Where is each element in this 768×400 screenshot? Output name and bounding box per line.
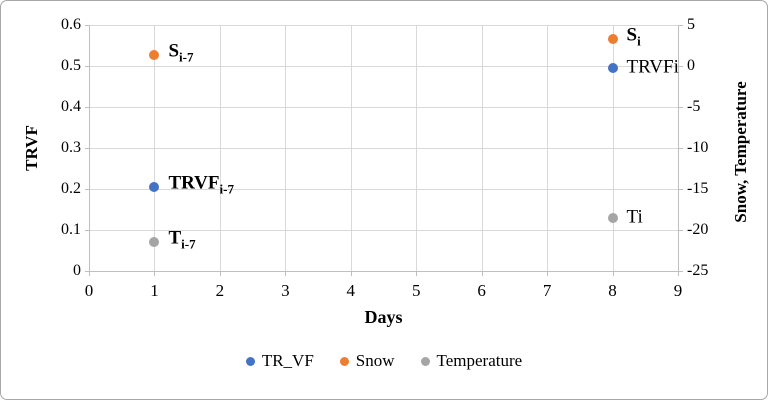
x-axis-tick (612, 272, 614, 276)
x-tick-label: 1 (150, 281, 159, 300)
legend-item-snow: Snow (339, 351, 395, 371)
left-axis-tick (85, 107, 89, 108)
right-y-tick-label: -5 (687, 98, 701, 115)
x-axis-tick (350, 272, 352, 276)
right-y-tick-label: -15 (687, 180, 709, 197)
point-label-snow-day8: Si (626, 24, 641, 49)
x-axis-title: Days (364, 307, 403, 327)
left-axis-tick (85, 66, 89, 67)
right-y-tick-label: 5 (687, 16, 695, 33)
right-y-tick-label: 0 (687, 57, 695, 74)
right-y-tick-label: -20 (687, 221, 709, 238)
v-gridline (547, 25, 549, 271)
x-tick-label: 9 (673, 281, 683, 300)
chart-legend: TR_VF Snow Temperature (1, 351, 767, 371)
right-y-tick-label: -10 (687, 139, 709, 156)
right-axis-tick (679, 25, 683, 26)
left-y-tick-label: 0 (73, 262, 81, 279)
point-temperature-day1 (149, 237, 160, 248)
point-snow-day1 (149, 50, 160, 61)
h-gridline (89, 107, 678, 108)
right-axis-tick (679, 148, 683, 149)
point-label-trvf-day1: TRVFi-7 (168, 172, 234, 197)
point-label-trvf-day8: TRVFi (626, 56, 679, 78)
x-axis-tick (89, 272, 90, 276)
point-label-temperature-day8: Ti (626, 206, 643, 228)
right-axis-tick (679, 271, 683, 272)
right-axis-tick (679, 66, 683, 67)
point-trvf-day8 (607, 63, 618, 74)
x-tick-label: 2 (215, 281, 225, 300)
left-y-tick-label: 0.6 (61, 16, 81, 33)
h-gridline (89, 148, 678, 149)
v-gridline (219, 25, 221, 271)
left-axis-tick (85, 189, 89, 190)
legend-label-snow: Snow (355, 351, 395, 370)
x-axis-tick (678, 272, 679, 276)
x-axis-tick (219, 272, 221, 276)
h-gridline (89, 189, 678, 190)
x-tick-label: 4 (346, 281, 356, 300)
h-gridline (89, 230, 678, 231)
left-y-tick-label: 0.2 (61, 180, 81, 197)
v-gridline (154, 25, 156, 271)
legend-label-temperature: Temperature (436, 351, 523, 370)
right-axis-tick (679, 230, 683, 231)
v-gridline (612, 25, 614, 271)
x-axis-tick (481, 272, 483, 276)
right-y-axis-title: Snow, Temperature (731, 81, 750, 223)
h-gridline (89, 25, 678, 26)
x-tick-label: 5 (411, 281, 421, 300)
point-trvf-day1 (149, 181, 160, 192)
right-axis-tick (679, 107, 683, 108)
left-axis-tick (85, 230, 89, 231)
x-tick-label: 3 (281, 281, 290, 300)
x-tick-label: 7 (542, 281, 552, 300)
legend-marker-temperature (420, 356, 430, 366)
x-axis-tick (416, 272, 418, 276)
left-axis-tick (85, 148, 89, 149)
legend-item-tr-vf: TR_VF (245, 351, 314, 371)
bottom-axis-line (89, 271, 679, 272)
x-tick-label: 8 (608, 281, 617, 300)
left-axis-line (89, 25, 90, 272)
legend-marker-snow (339, 356, 349, 366)
left-axis-tick (85, 271, 89, 272)
v-gridline (350, 25, 352, 271)
h-gridline (89, 66, 678, 67)
right-y-tick-label: -25 (687, 262, 709, 279)
left-y-tick-label: 0.4 (61, 98, 81, 115)
v-gridline (416, 25, 418, 271)
right-axis-tick (679, 189, 683, 190)
left-y-tick-label: 0.1 (61, 221, 81, 238)
left-axis-tick (85, 25, 89, 26)
v-gridline (285, 25, 287, 271)
point-snow-day8 (607, 33, 618, 44)
legend-item-temperature: Temperature (420, 351, 523, 371)
x-axis-tick (547, 272, 549, 276)
v-gridline (481, 25, 483, 271)
x-tick-label: 6 (477, 281, 486, 300)
x-axis-tick (285, 272, 287, 276)
point-label-snow-day1: Si-7 (168, 40, 194, 65)
x-tick-label: 0 (84, 281, 94, 300)
point-temperature-day8 (607, 212, 618, 223)
left-y-tick-label: 0.3 (61, 139, 81, 156)
point-label-temperature-day1: Ti-7 (168, 227, 196, 252)
legend-marker-tr-vf (245, 356, 255, 366)
left-y-tick-label: 0.5 (61, 57, 81, 74)
legend-label-tr-vf: TR_VF (261, 351, 314, 370)
right-axis-line (678, 25, 679, 272)
x-axis-tick (154, 272, 156, 276)
